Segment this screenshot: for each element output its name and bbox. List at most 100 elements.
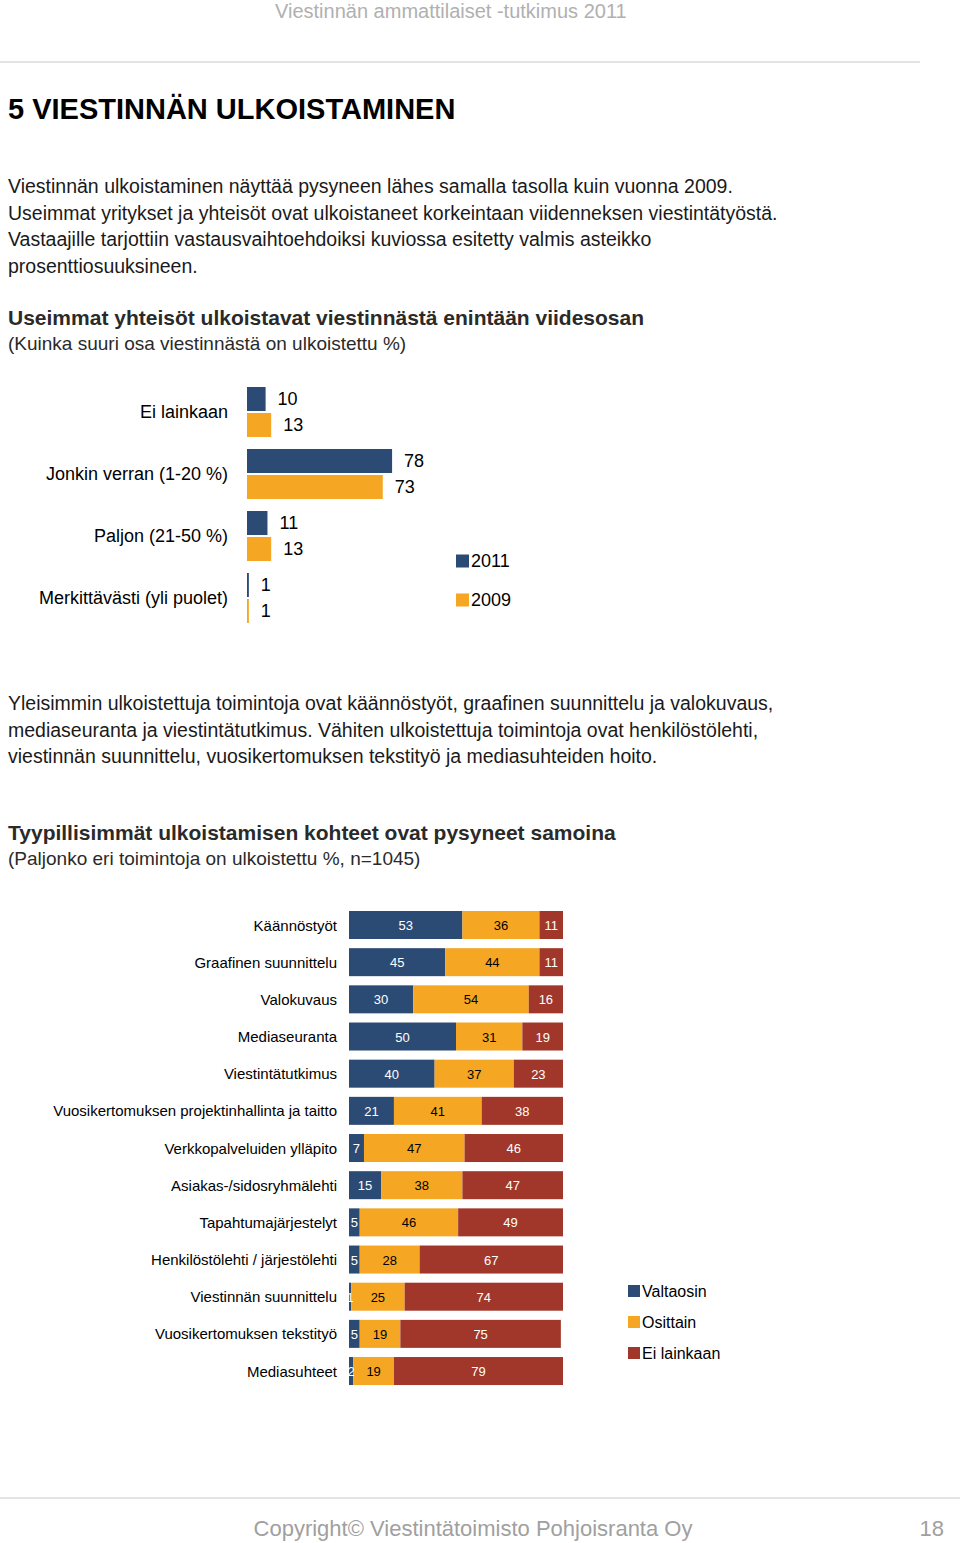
bar-segment bbox=[349, 1060, 435, 1088]
category-label: Merkittävästi (yli puolet) bbox=[39, 588, 228, 608]
plot-marks bbox=[247, 387, 392, 623]
data-label: 5 bbox=[351, 1253, 358, 1268]
category-label: Mediasuhteet bbox=[247, 1363, 338, 1380]
bar-segment bbox=[462, 1171, 563, 1199]
category-label: Valokuvaus bbox=[261, 991, 337, 1008]
data-label: 21 bbox=[364, 1104, 378, 1119]
chart-title: Useimmat yhteisöt ulkoistavat viestinnäs… bbox=[8, 306, 644, 329]
page-header: Viestinnän ammattilaiset -tutkimus 2011 bbox=[275, 0, 627, 22]
bar-segment bbox=[522, 1023, 563, 1051]
bar bbox=[247, 413, 271, 437]
bar bbox=[247, 387, 266, 411]
bar bbox=[247, 449, 392, 473]
data-label: 53 bbox=[398, 918, 412, 933]
bar-segment bbox=[364, 1134, 465, 1162]
legend-label: Valtaosin bbox=[642, 1283, 707, 1300]
data-label: 38 bbox=[415, 1178, 429, 1193]
bar-segment bbox=[349, 1171, 381, 1199]
paragraph-line: Yleisimmin ulkoistettuja toimintoja ovat… bbox=[8, 692, 773, 714]
data-label: 45 bbox=[390, 955, 404, 970]
paragraph-line: Viestinnän ulkoistaminen näyttää pysynee… bbox=[8, 175, 733, 197]
category-label: Viestintätutkimus bbox=[224, 1065, 337, 1082]
footer-copyright: Copyright© Viestintätoimisto Pohjoisrant… bbox=[254, 1516, 693, 1541]
legend: 2011 2009 bbox=[456, 551, 511, 610]
data-label: 78 bbox=[404, 451, 424, 471]
bar-segment bbox=[353, 1357, 394, 1385]
data-label: 1 bbox=[261, 601, 271, 621]
data-label: 5 bbox=[351, 1327, 358, 1342]
bar-segment bbox=[381, 1171, 462, 1199]
data-label: 67 bbox=[484, 1253, 498, 1268]
bar-segment bbox=[400, 1320, 561, 1348]
legend-swatch bbox=[456, 594, 469, 607]
data-label: 46 bbox=[507, 1141, 521, 1156]
bar bbox=[247, 511, 267, 535]
data-label: 11 bbox=[544, 918, 558, 933]
legend-swatch bbox=[628, 1347, 640, 1359]
data-label: 15 bbox=[358, 1178, 372, 1193]
data-label: 37 bbox=[467, 1067, 481, 1082]
data-label: 30 bbox=[374, 992, 388, 1007]
page: Viestinnän ammattilaiset -tutkimus 2011 5… bbox=[0, 0, 960, 1543]
bar-segment bbox=[349, 1023, 456, 1051]
category-label: Mediaseuranta bbox=[238, 1028, 338, 1045]
bar-segment bbox=[349, 1134, 364, 1162]
data-label: 7 bbox=[353, 1141, 360, 1156]
bar-segment bbox=[349, 911, 462, 939]
data-label: 75 bbox=[473, 1327, 487, 1342]
bar-segment bbox=[349, 1208, 360, 1236]
data-label: 11 bbox=[279, 513, 298, 533]
chart: Useimmat yhteisöt ulkoistavat viestinnäs… bbox=[8, 306, 644, 623]
bar-segment bbox=[349, 1320, 360, 1348]
bar-segment bbox=[360, 1208, 458, 1236]
bar-segment bbox=[349, 985, 413, 1013]
chart-title: Tyypillisimmät ulkoistamisen kohteet ova… bbox=[8, 821, 616, 844]
data-label: 50 bbox=[395, 1030, 409, 1045]
bar-segment bbox=[351, 1283, 405, 1311]
chart: Tyypillisimmät ulkoistamisen kohteet ova… bbox=[8, 821, 720, 1385]
data-label: 44 bbox=[485, 955, 499, 970]
bar-segment bbox=[514, 1060, 563, 1088]
data-label: 2 bbox=[348, 1364, 355, 1379]
legend-label: 2009 bbox=[471, 590, 511, 610]
category-label: Paljon (21-50 %) bbox=[94, 526, 228, 546]
data-label: 46 bbox=[402, 1215, 416, 1230]
data-label: 5 bbox=[351, 1215, 358, 1230]
data-label: 31 bbox=[482, 1030, 496, 1045]
category-label: Viestinnän suunnittelu bbox=[191, 1288, 338, 1305]
legend-label: Ei lainkaan bbox=[642, 1345, 720, 1362]
category-label: Ei lainkaan bbox=[140, 402, 228, 422]
data-label: 19 bbox=[535, 1030, 549, 1045]
bar-segment bbox=[529, 985, 563, 1013]
data-label: 19 bbox=[373, 1327, 387, 1342]
data-label: 54 bbox=[464, 992, 478, 1007]
legend-label: 2011 bbox=[471, 551, 510, 571]
data-labels: 10137873111311 bbox=[261, 389, 424, 621]
paragraph-line: Vastaajille tarjottiin vastausvaihtoehdo… bbox=[8, 228, 652, 250]
data-label: 28 bbox=[382, 1253, 396, 1268]
legend-swatch bbox=[456, 555, 469, 568]
bar-segment bbox=[456, 1023, 522, 1051]
legend-swatch bbox=[628, 1316, 640, 1328]
legend: Valtaosin Osittain Ei lainkaan bbox=[628, 1283, 720, 1362]
plot-marks bbox=[349, 911, 563, 1385]
bar-segment bbox=[349, 948, 445, 976]
category-label: Käännöstyöt bbox=[254, 917, 338, 934]
legend-label: Osittain bbox=[642, 1314, 696, 1331]
bar bbox=[247, 573, 249, 597]
category-label: Graafinen suunnittelu bbox=[194, 954, 337, 971]
category-label: Asiakas-/sidosryhmälehti bbox=[171, 1177, 337, 1194]
bar-segment bbox=[435, 1060, 514, 1088]
footer-rule bbox=[0, 1498, 960, 1499]
data-label: 25 bbox=[371, 1290, 385, 1305]
chart-subtitle: (Kuinka suuri osa viestinnästä on ulkois… bbox=[8, 333, 406, 354]
bar bbox=[247, 537, 271, 561]
category-label: Vuosikertomuksen projektinhallinta ja ta… bbox=[53, 1102, 337, 1119]
bar-segment bbox=[360, 1246, 420, 1274]
data-label: 11 bbox=[544, 955, 558, 970]
category-label: Henkilöstölehti / järjestölehti bbox=[151, 1251, 337, 1268]
bar-segment bbox=[462, 911, 539, 939]
data-label: 10 bbox=[278, 389, 298, 409]
paragraph-line: viestinnän suunnittelu, vuosikertomuksen… bbox=[8, 745, 657, 767]
section-heading: 5 VIESTINNÄN ULKOISTAMINEN bbox=[8, 93, 455, 125]
